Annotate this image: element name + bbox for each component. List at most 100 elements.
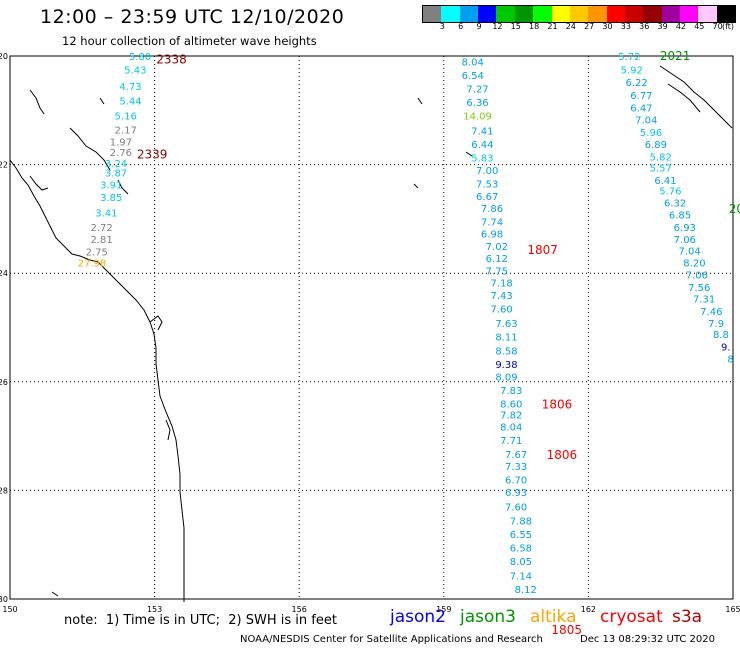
australia-coastline [9, 159, 185, 602]
wave-height-value: 7.33 [505, 462, 527, 473]
legend-label: 70 [712, 22, 723, 31]
wave-height-value: 27.98 [78, 258, 107, 269]
legend-label: 33 [620, 22, 631, 31]
island-fragment-e [165, 419, 171, 441]
wave-height-value: 8 [727, 354, 733, 365]
map-subtitle: 12 hour collection of altimeter wave hei… [62, 34, 317, 48]
wave-height-value: 7.9 [708, 319, 724, 330]
wave-height-value: 7.14 [510, 572, 532, 583]
wave-height-value: 4.73 [119, 82, 141, 93]
legend-swatch [478, 6, 497, 22]
wave-height-value: 8.05 [510, 557, 532, 568]
satellite-label-jason2: jason2 [390, 607, 446, 627]
wave-height-value: 6.98 [481, 230, 503, 241]
wave-height-value: 7.83 [500, 386, 522, 397]
lat-tick-label: -28 [0, 486, 8, 495]
wave-height-value: 6.41 [654, 176, 676, 187]
legend-label: 27 [584, 22, 595, 31]
legend-label: 39 [657, 22, 668, 31]
pass-time-label: 2339 [137, 148, 168, 162]
wave-height-value: 7.71 [500, 436, 522, 447]
footnote: note: 1) Time is in UTC; 2) SWH is in fe… [64, 613, 337, 628]
wave-height-value: 6.55 [510, 530, 532, 541]
wave-height-value: 7.00 [476, 166, 498, 177]
island-fragment-d [149, 315, 163, 331]
lat-tick-label: -20 [0, 52, 8, 61]
lat-tick-label: -30 [0, 595, 8, 604]
new-caledonia-coastline-2 [667, 83, 701, 113]
lat-tick-label: -24 [0, 269, 8, 278]
wave-height-value: 6.54 [462, 71, 484, 82]
wave-height-value: 5.76 [659, 187, 681, 198]
wave-height-value: 6.89 [645, 140, 667, 151]
wave-height-value: 6.12 [486, 254, 508, 265]
lon-tick-label: 153 [147, 605, 162, 614]
legend-unit: (ft) [721, 22, 735, 31]
wave-height-value: 6.85 [669, 211, 691, 222]
wave-height-value: 7.56 [688, 283, 710, 294]
wave-height-value: 2.75 [86, 247, 108, 258]
generation-timestamp: Dec 13 08:29:32 UTC 2020 [580, 634, 715, 645]
island-fragment-c [117, 179, 129, 195]
wave-height-value: 2.17 [115, 125, 137, 136]
wave-height-value: 8.09 [495, 372, 517, 383]
pass-time-label: 1806 [542, 398, 573, 412]
wave-height-value: 8.04 [500, 422, 522, 433]
island-fragment-a [29, 175, 49, 191]
legend-swatch [606, 6, 625, 22]
wave-height-value: 7.06 [674, 235, 696, 246]
wave-height-value: 5.44 [119, 97, 141, 108]
satellite-label-s3a: s3a [672, 607, 703, 627]
satellite-label-altika: altika [530, 607, 577, 627]
wave-height-value: 7.06 [686, 270, 708, 281]
wave-height-value: 8.58 [495, 346, 517, 357]
wave-height-value: 8.12 [515, 585, 537, 596]
lon-tick-label: 165 [725, 605, 740, 614]
wave-height-value: 5.80 [129, 52, 151, 63]
pass-time-label: 1807 [527, 243, 558, 257]
satellite-label-jason3: jason3 [460, 607, 516, 627]
wave-height-value: 7.60 [491, 304, 513, 315]
wave-height-value: 7.63 [495, 319, 517, 330]
wave-height-value: 8.20 [683, 258, 705, 269]
legend-label: 21 [547, 22, 558, 31]
wave-height-value: 2.72 [90, 223, 112, 234]
pass-time-label: 1806 [547, 448, 578, 462]
wave-height-value: 7.86 [481, 204, 503, 215]
pass-time-label: 202 [729, 202, 740, 216]
wave-height-value: 7.67 [505, 450, 527, 461]
wave-height-value: 3.87 [105, 169, 127, 180]
lon-tick-label: 156 [292, 605, 307, 614]
legend-swatch [698, 6, 717, 22]
wave-height-value: 9.38 [495, 360, 517, 371]
wave-height-value: 6.32 [664, 199, 686, 210]
altimeter-tracks: 5.80 5.43 4.73 5.44 5.16 2.171.972.763.243.87… [78, 52, 734, 596]
map-title: 12:00 – 23:59 UTC 12/10/2020 [40, 6, 345, 28]
lat-tick-label: -26 [0, 378, 8, 387]
wave-height-value: 2.76 [110, 148, 132, 159]
satellite-label-cryosat: cryosat [600, 607, 663, 627]
wave-height-value: 6.93 [674, 223, 696, 234]
legend-label: 3 [439, 22, 445, 31]
pass-time-label: 1805 [551, 623, 582, 637]
wave-height-value: 6.58 [510, 543, 532, 554]
legend-label: 42 [675, 22, 687, 31]
pass-time-label: 2338 [156, 53, 187, 67]
map-grid [9, 55, 734, 600]
wave-height-value: 7.75 [486, 266, 508, 277]
legend-label: 12 [492, 22, 503, 31]
legend-swatch [533, 6, 552, 22]
legend-swatch [624, 6, 644, 22]
coastline-north-fragment [69, 127, 111, 171]
legend-swatch [569, 6, 589, 22]
legend-swatch [716, 6, 736, 22]
pass-time-labels: 2338 2339 1807 1806 1806 1805 2021 202 [137, 49, 740, 637]
wave-height-value: 3.91 [100, 181, 122, 192]
wave-height-value: 7.46 [700, 307, 722, 318]
wave-height-value: 7.88 [510, 516, 532, 527]
wave-height-value: 6.77 [630, 91, 652, 102]
wave-height-value: 7.04 [635, 116, 657, 127]
map-frame [9, 55, 734, 600]
